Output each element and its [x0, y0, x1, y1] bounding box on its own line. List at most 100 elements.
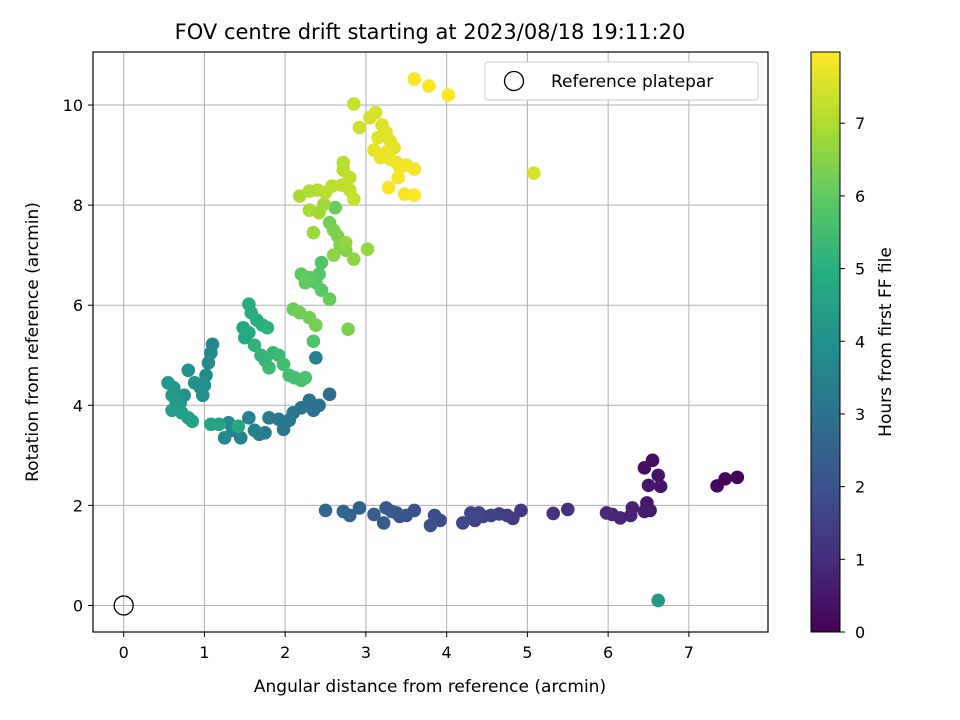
- data-point-83: [212, 417, 226, 432]
- data-point-43: [651, 593, 665, 608]
- plot-frame: [92, 51, 769, 633]
- x-tick-label-2: 2: [280, 643, 290, 662]
- data-point-38: [367, 507, 381, 522]
- y-tick-label-1: 2: [73, 496, 83, 515]
- data-point-103: [298, 370, 313, 385]
- data-point-131: [302, 203, 317, 217]
- data-point-10: [637, 504, 652, 519]
- data-point-61: [217, 431, 232, 445]
- data-point-161: [381, 180, 396, 195]
- y-tick-label-5: 10: [63, 96, 83, 115]
- legend-entry-reference: Reference platepar: [551, 72, 713, 92]
- data-point-128: [306, 225, 321, 240]
- data-point-12: [623, 508, 638, 523]
- data-point-165: [422, 79, 436, 93]
- y-axis-label: Rotation from reference (arcmin): [23, 202, 43, 482]
- scatter-points: [161, 72, 745, 608]
- y-ticks: 0 2 4 6 8 10: [63, 96, 93, 615]
- data-point-139: [346, 192, 361, 206]
- x-ticks: 0 1 2 3 4 5 6 7: [119, 632, 694, 662]
- data-point-70: [187, 375, 202, 390]
- data-point-142: [342, 170, 357, 185]
- data-point-146: [368, 105, 383, 120]
- data-point-5: [651, 468, 665, 483]
- data-point-117: [341, 322, 355, 337]
- data-point-111: [298, 275, 313, 290]
- chart-title: FOV centre drift starting at 2023/08/18 …: [175, 20, 686, 44]
- data-point-37: [376, 516, 391, 530]
- data-point-105: [314, 255, 329, 270]
- data-point-15: [599, 506, 614, 520]
- data-point-53: [262, 411, 276, 425]
- data-point-26: [464, 506, 478, 520]
- data-point-93: [247, 338, 262, 353]
- data-point-30: [423, 518, 438, 533]
- data-point-6: [653, 479, 668, 494]
- colorbar-tick-label-3: 3: [855, 405, 865, 424]
- legend-marker-reference: [503, 70, 525, 92]
- data-point-0: [730, 470, 745, 485]
- colorbar-tick-label-0: 0: [855, 623, 865, 642]
- data-point-56: [247, 423, 262, 438]
- data-point-116: [309, 318, 323, 333]
- data-point-7: [641, 478, 656, 493]
- data-point-112: [322, 292, 337, 307]
- data-point-143: [346, 97, 361, 111]
- data-point-99: [276, 357, 291, 372]
- data-point-39: [352, 501, 367, 515]
- data-point-71: [181, 363, 196, 378]
- colorbar-tick-label-7: 7: [855, 114, 865, 133]
- reference-point: [113, 595, 134, 616]
- x-tick-label-4: 4: [442, 643, 452, 662]
- x-tick-label-1: 1: [199, 643, 209, 662]
- data-point-92: [260, 320, 275, 335]
- data-point-2: [710, 479, 724, 493]
- colorbar-tick-label-2: 2: [855, 478, 865, 497]
- data-point-57: [242, 411, 256, 425]
- data-point-44: [322, 387, 337, 402]
- y-tick-label-0: 0: [73, 596, 83, 615]
- y-tick-label-3: 6: [73, 296, 83, 315]
- data-point-160: [391, 170, 406, 185]
- colorbar-label: Hours from first FF file: [876, 247, 896, 437]
- data-point-17: [546, 506, 561, 521]
- legend-box: [484, 61, 759, 101]
- data-point-118: [328, 200, 343, 215]
- data-point-98: [262, 360, 276, 375]
- data-point-104: [306, 334, 321, 349]
- colorbar-tick-label-1: 1: [855, 550, 865, 569]
- data-point-167: [527, 166, 541, 180]
- data-point-36: [379, 501, 393, 515]
- data-point-144: [352, 120, 367, 135]
- data-point-81: [185, 414, 200, 429]
- colorbar-tick-label-4: 4: [855, 332, 865, 351]
- x-tick-label-3: 3: [361, 643, 371, 662]
- data-point-126: [338, 235, 353, 250]
- data-point-159: [407, 162, 422, 176]
- x-tick-label-7: 7: [684, 643, 694, 662]
- x-tick-label-0: 0: [119, 643, 129, 662]
- data-point-84: [231, 419, 246, 434]
- data-point-166: [441, 88, 456, 102]
- data-point-125: [346, 252, 361, 266]
- data-point-124: [326, 248, 341, 262]
- x-tick-label-5: 5: [522, 643, 532, 662]
- reference-marker: [113, 595, 134, 616]
- data-point-127: [360, 242, 375, 256]
- data-point-87: [237, 330, 252, 345]
- y-tick-label-4: 8: [73, 196, 83, 215]
- data-point-164: [407, 72, 422, 86]
- data-point-62: [309, 350, 323, 365]
- data-point-42: [318, 503, 333, 518]
- data-point-65: [201, 355, 216, 370]
- data-point-16: [560, 502, 575, 517]
- colorbar: [810, 51, 841, 633]
- grid: [93, 52, 768, 632]
- colorbar-ticks: 0 1 2 3 4 5 6 7: [840, 114, 865, 642]
- data-point-27: [455, 516, 470, 530]
- x-tick-label-6: 6: [603, 643, 613, 662]
- data-point-163: [407, 188, 422, 202]
- data-point-108: [314, 283, 329, 298]
- data-point-41: [336, 504, 351, 519]
